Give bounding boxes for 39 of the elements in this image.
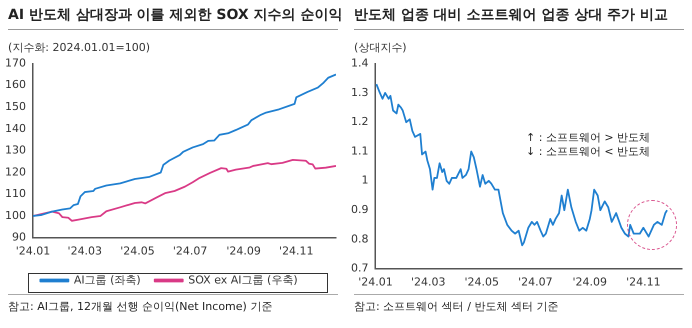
x-tick-label: '24.03 — [410, 275, 446, 288]
y-tick-label: 170 — [4, 56, 26, 70]
annotation: ↓ : 소프트웨어 < 반도체 — [526, 144, 650, 159]
y-tick-label: 120 — [4, 165, 26, 178]
chart-title: AI 반도체 삼대장과 이를 제외한 SOX 지수의 순이익 — [8, 6, 342, 25]
y-tick-label: 100 — [4, 208, 26, 222]
x-tick-label: '24.05 — [464, 275, 500, 288]
x-tick-label: '24.09 — [572, 275, 608, 288]
x-tick-label: '24.01 — [16, 244, 50, 258]
y-tick-label: 150 — [4, 100, 26, 114]
y-tick-label: 90 — [12, 230, 26, 244]
y-axis-title: (상대지수) — [354, 40, 407, 55]
x-tick-label: '24.07 — [518, 275, 553, 288]
x-tick-label: '24.11 — [626, 275, 661, 288]
x-tick-label: '24.11 — [279, 244, 314, 258]
y-tick-label: 1.4 — [350, 56, 368, 70]
text: 참고: 소프트웨어 섹터 / 반도체 섹터 기준 — [354, 299, 560, 314]
y-tick-label: 0.8 — [350, 232, 368, 246]
legend-label: AI그룹 (좌축) — [74, 273, 141, 286]
x-tick-label: '24.01 — [358, 275, 393, 288]
y-tick-label: 1.3 — [350, 86, 368, 99]
y-tick-label: 110 — [4, 187, 26, 200]
y-tick-label: 130 — [4, 144, 26, 157]
y-tick-label: 1 — [361, 174, 368, 187]
chart-title: 반도체 업종 대비 소프트웨어 업종 상대 주가 비교 — [354, 6, 684, 30]
annotation: ↑ : 소프트웨어 > 반도체 — [526, 130, 650, 145]
y-axis-title: (지수화: 2024.01.01=100) — [8, 40, 150, 55]
x-tick-label: '24.09 — [226, 244, 261, 258]
legend-label: SOX ex AI그룹 (우축) — [188, 273, 298, 286]
text: 참고: AI그룹, 12개월 선행 순이익(Net Income) 기준 — [8, 299, 274, 314]
y-tick-label: 1.2 — [350, 115, 368, 128]
x-tick-label: '24.07 — [172, 244, 208, 258]
x-tick-label: '24.05 — [120, 244, 155, 258]
y-tick-label: 0.9 — [350, 203, 368, 216]
x-tick-label: '24.03 — [68, 244, 102, 258]
y-tick-label: 1.1 — [350, 144, 368, 158]
y-tick-label: 0.7 — [350, 262, 368, 275]
y-tick-label: 140 — [4, 122, 26, 135]
y-tick-label: 160 — [4, 78, 26, 92]
